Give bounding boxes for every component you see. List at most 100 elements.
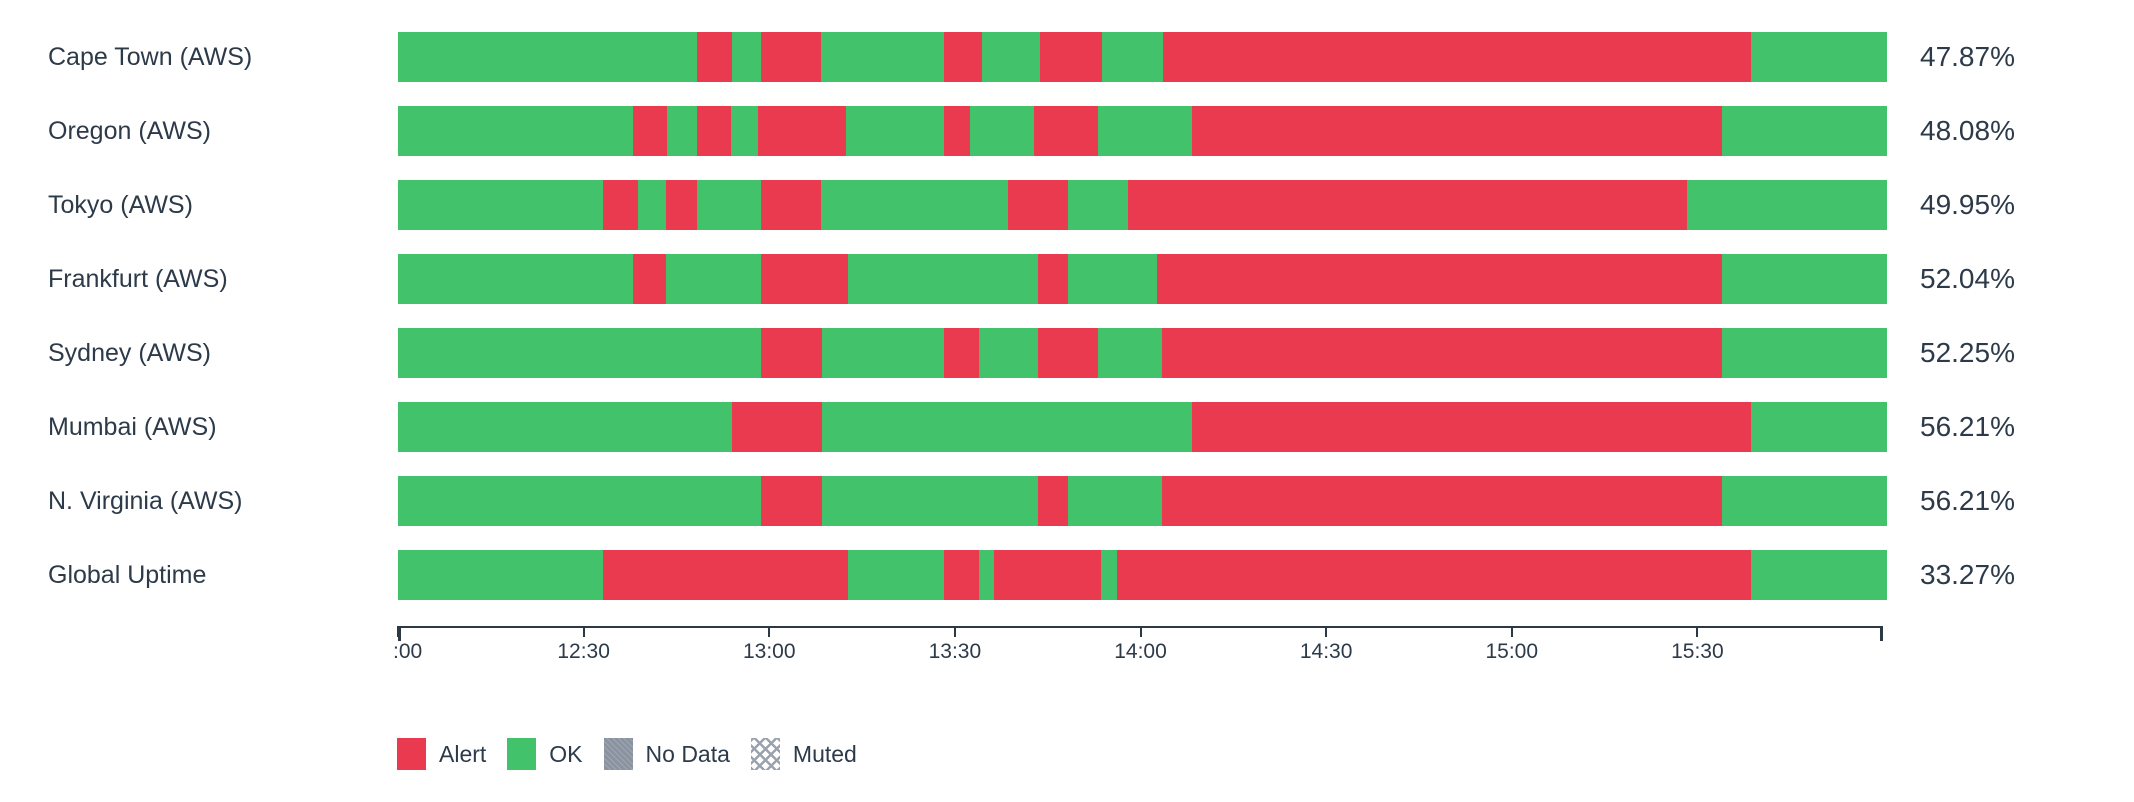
uptime-bar[interactable] [398, 328, 1887, 378]
status-segment-alert[interactable] [944, 32, 982, 82]
status-segment-ok[interactable] [978, 328, 1039, 378]
status-segment-ok[interactable] [822, 476, 1039, 526]
region-label: N. Virginia (AWS) [48, 486, 243, 515]
status-segment-ok[interactable] [398, 180, 604, 230]
status-segment-ok[interactable] [820, 32, 945, 82]
status-segment-alert[interactable] [1161, 328, 1722, 378]
status-segment-alert[interactable] [1191, 106, 1722, 156]
status-segment-alert[interactable] [761, 254, 848, 304]
status-segment-ok[interactable] [398, 328, 762, 378]
status-segment-alert[interactable] [761, 328, 823, 378]
status-segment-ok[interactable] [822, 328, 945, 378]
status-segment-alert[interactable] [1117, 550, 1752, 600]
status-segment-ok[interactable] [822, 402, 1192, 452]
status-segment-alert[interactable] [731, 402, 823, 452]
time-axis: :00 12:30 13:00 13:30 14:00 14:30 15:00 15:30 [393, 626, 1883, 686]
axis-tick [1139, 626, 1142, 637]
status-segment-ok[interactable] [1721, 106, 1887, 156]
status-segment-alert[interactable] [633, 106, 668, 156]
uptime-bar[interactable] [398, 476, 1887, 526]
region-label: Frankfurt (AWS) [48, 264, 228, 293]
status-segment-alert[interactable] [633, 254, 666, 304]
status-segment-ok[interactable] [820, 180, 1009, 230]
legend-label: OK [549, 740, 583, 767]
status-segment-alert[interactable] [697, 32, 732, 82]
status-segment-ok[interactable] [1097, 106, 1192, 156]
status-segment-alert[interactable] [761, 476, 823, 526]
region-label: Mumbai (AWS) [48, 412, 217, 441]
status-segment-ok[interactable] [398, 476, 762, 526]
status-segment-alert[interactable] [1033, 106, 1098, 156]
uptime-value: 52.25% [1920, 337, 2015, 368]
status-segment-alert[interactable] [1161, 476, 1722, 526]
status-segment-ok[interactable] [697, 180, 762, 230]
status-segment-alert[interactable] [1191, 402, 1752, 452]
status-segment-alert[interactable] [1127, 180, 1688, 230]
status-segment-ok[interactable] [1097, 328, 1162, 378]
status-segment-ok[interactable] [969, 106, 1034, 156]
uptime-bar[interactable] [398, 180, 1887, 230]
status-segment-ok[interactable] [666, 254, 762, 304]
status-segment-alert[interactable] [944, 106, 970, 156]
legend-item-nodata[interactable]: No Data [603, 738, 730, 770]
status-segment-alert[interactable] [944, 328, 979, 378]
region-label: Tokyo (AWS) [48, 190, 193, 219]
status-segment-ok[interactable] [637, 180, 666, 230]
status-segment-ok[interactable] [1751, 550, 1887, 600]
status-segment-ok[interactable] [398, 254, 634, 304]
status-segment-ok[interactable] [847, 550, 945, 600]
status-segment-alert[interactable] [944, 550, 979, 600]
status-segment-ok[interactable] [978, 550, 994, 600]
status-segment-alert[interactable] [1163, 32, 1752, 82]
status-segment-ok[interactable] [1721, 328, 1887, 378]
status-segment-ok[interactable] [1100, 550, 1118, 600]
status-segment-ok[interactable] [1687, 180, 1887, 230]
uptime-bar[interactable] [398, 254, 1887, 304]
status-segment-ok[interactable] [1751, 32, 1887, 82]
status-segment-ok[interactable] [398, 550, 604, 600]
status-segment-ok[interactable] [1067, 180, 1128, 230]
legend-swatch-muted-icon [750, 738, 780, 770]
status-segment-alert[interactable] [697, 106, 732, 156]
legend-swatch-nodata-icon [603, 738, 633, 770]
status-segment-alert[interactable] [761, 180, 821, 230]
status-segment-ok[interactable] [1721, 254, 1887, 304]
status-segment-alert[interactable] [603, 180, 638, 230]
status-segment-alert[interactable] [761, 32, 821, 82]
status-segment-ok[interactable] [1068, 476, 1162, 526]
status-segment-ok[interactable] [847, 254, 1039, 304]
status-segment-alert[interactable] [665, 180, 698, 230]
uptime-bar[interactable] [398, 402, 1887, 452]
status-segment-alert[interactable] [993, 550, 1101, 600]
legend-item-alert[interactable]: Alert [397, 738, 486, 770]
status-segment-ok[interactable] [1102, 32, 1164, 82]
status-segment-ok[interactable] [1067, 254, 1158, 304]
axis-tick-label: 13:00 [742, 640, 796, 663]
status-segment-alert[interactable] [1038, 254, 1068, 304]
status-segment-ok[interactable] [731, 32, 762, 82]
uptime-bar[interactable] [398, 106, 1887, 156]
status-segment-ok[interactable] [398, 106, 634, 156]
status-segment-ok[interactable] [667, 106, 698, 156]
legend-item-muted[interactable]: Muted [750, 738, 857, 770]
status-segment-alert[interactable] [1157, 254, 1722, 304]
status-segment-alert[interactable] [1038, 328, 1098, 378]
uptime-bar[interactable] [398, 550, 1887, 600]
status-segment-ok[interactable] [398, 402, 732, 452]
status-segment-alert[interactable] [758, 106, 847, 156]
status-segment-ok[interactable] [398, 32, 698, 82]
status-segment-alert[interactable] [603, 550, 848, 600]
status-segment-ok[interactable] [981, 32, 1040, 82]
status-segment-ok[interactable] [846, 106, 945, 156]
status-segment-alert[interactable] [1008, 180, 1068, 230]
status-segment-ok[interactable] [1751, 402, 1887, 452]
status-segment-alert[interactable] [1039, 32, 1103, 82]
axis-end-cap [1880, 626, 1883, 641]
status-segment-ok[interactable] [731, 106, 759, 156]
uptime-bar[interactable] [398, 32, 1887, 82]
legend-item-ok[interactable]: OK [507, 738, 583, 770]
axis-tick [768, 626, 771, 637]
status-segment-alert[interactable] [1038, 476, 1069, 526]
status-segment-ok[interactable] [1721, 476, 1887, 526]
